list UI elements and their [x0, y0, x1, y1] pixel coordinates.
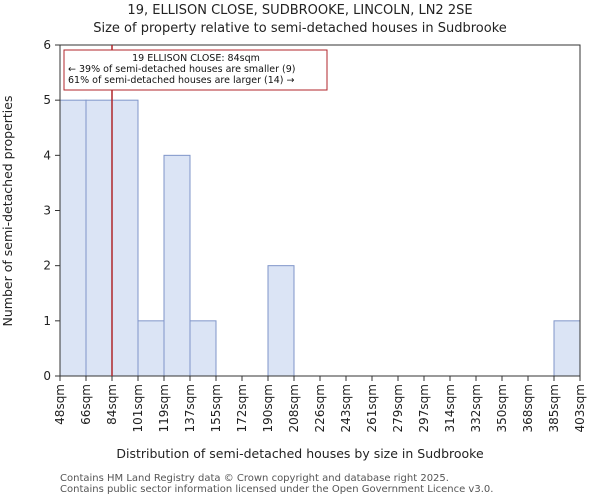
- x-tick-label-84sqm: 84sqm: [105, 384, 119, 425]
- chart-title: 19, ELLISON CLOSE, SUDBROOKE, LINCOLN, L…: [127, 3, 472, 18]
- annotation-line-3: 61% of semi-detached houses are larger (…: [68, 75, 295, 86]
- annotation-line-1: 19 ELLISON CLOSE: 84sqm: [132, 53, 260, 64]
- x-tick-label-314sqm: 314sqm: [443, 384, 457, 432]
- x-tick-label-332sqm: 332sqm: [469, 384, 483, 432]
- plot-frame: [59, 44, 581, 377]
- x-tick-label-226sqm: 226sqm: [313, 384, 327, 432]
- bar-119sqm: [163, 154, 191, 377]
- bar-101sqm: [137, 320, 165, 377]
- x-tick-label-190sqm: 190sqm: [261, 384, 275, 432]
- footer-licence: Contains public sector information licen…: [60, 484, 494, 495]
- bar-137sqm: [189, 320, 217, 377]
- footer-copyright: Contains HM Land Registry data © Crown c…: [60, 473, 449, 484]
- y-tick-label-1: 1: [43, 314, 51, 328]
- y-axis-label: Number of semi-detached properties: [0, 96, 15, 327]
- y-tick-label-2: 2: [43, 259, 51, 273]
- x-tick-label-155sqm: 155sqm: [209, 384, 223, 432]
- x-tick-label-101sqm: 101sqm: [131, 384, 145, 432]
- y-tick-label-5: 5: [43, 93, 51, 107]
- x-tick-label-119sqm: 119sqm: [157, 384, 171, 432]
- x-tick-label-297sqm: 297sqm: [417, 384, 431, 432]
- x-tick-label-172sqm: 172sqm: [235, 384, 249, 432]
- y-tick-label-0: 0: [43, 369, 51, 383]
- y-ticks-group: 0 1 2 3 4 5 6: [43, 38, 60, 383]
- bar-190sqm: [267, 265, 295, 377]
- bar-84sqm: [111, 99, 139, 377]
- bar-48sqm: [59, 99, 87, 377]
- x-ticks-group: 48sqm 66sqm 84sqm 101sqm 119sqm 137sqm 155sqm 1…: [53, 376, 587, 432]
- x-axis-label: Distribution of semi-detached houses by …: [116, 446, 484, 461]
- y-tick-label-6: 6: [43, 38, 51, 52]
- y-tick-label-3: 3: [43, 204, 51, 218]
- annotation-box: 19 ELLISON CLOSE: 84sqm ← 39% of semi-de…: [63, 49, 328, 91]
- x-tick-label-208sqm: 208sqm: [287, 384, 301, 432]
- x-tick-label-350sqm: 350sqm: [495, 384, 509, 432]
- y-tick-label-4: 4: [43, 148, 51, 162]
- x-tick-label-368sqm: 368sqm: [521, 384, 535, 432]
- annotation-frame: [63, 49, 328, 91]
- bar-66sqm: [85, 99, 113, 377]
- x-tick-label-137sqm: 137sqm: [183, 384, 197, 432]
- x-tick-label-261sqm: 261sqm: [365, 384, 379, 432]
- x-tick-label-48sqm: 48sqm: [53, 384, 67, 425]
- x-tick-label-66sqm: 66sqm: [79, 384, 93, 425]
- x-tick-label-403sqm: 403sqm: [573, 384, 587, 432]
- annotation-line-2: ← 39% of semi-detached houses are smalle…: [68, 64, 296, 75]
- bar-385sqm: [553, 320, 581, 377]
- chart-subtitle: Size of property relative to semi-detach…: [93, 21, 507, 36]
- bars-group: [59, 99, 581, 377]
- x-tick-label-385sqm: 385sqm: [547, 384, 561, 432]
- x-tick-label-243sqm: 243sqm: [339, 384, 353, 432]
- x-tick-label-279sqm: 279sqm: [391, 384, 405, 432]
